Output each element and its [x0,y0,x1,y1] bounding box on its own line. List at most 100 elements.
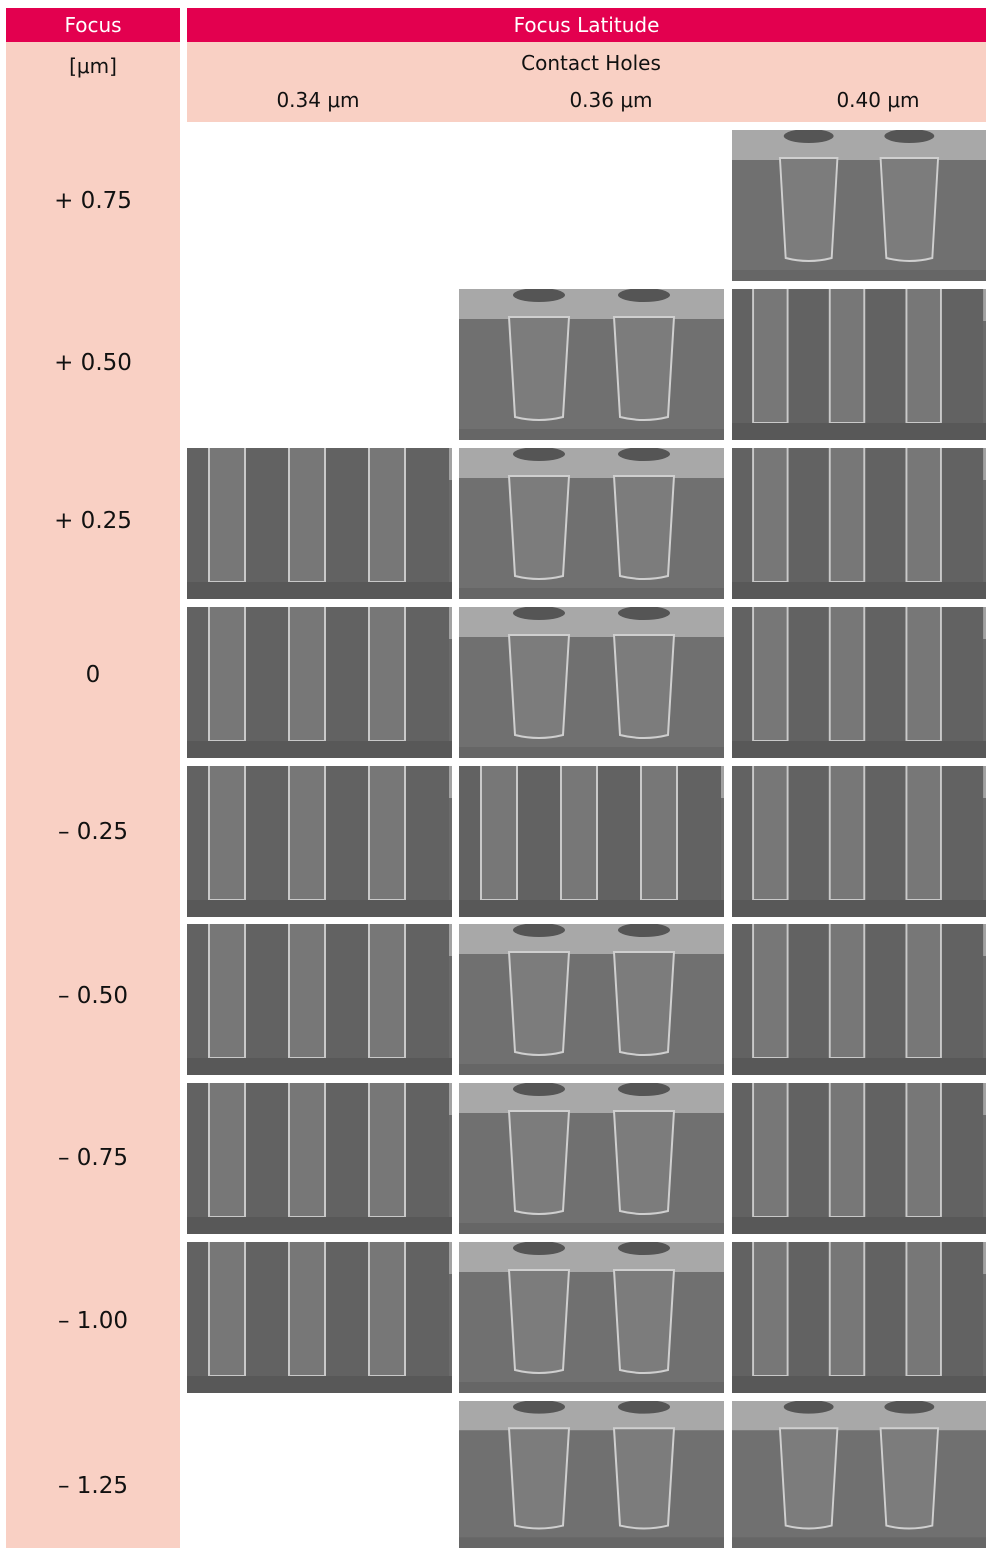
trench [369,924,405,1058]
substrate [732,900,986,917]
pillar [325,1083,369,1234]
substrate [732,741,986,758]
pillar [187,448,209,599]
substrate [187,741,452,758]
trench [830,289,865,423]
pillar [245,766,289,917]
pillar [245,1242,289,1393]
pillar [788,1083,830,1234]
pillar [864,1242,906,1393]
pillar [405,1083,449,1234]
trench [906,607,941,741]
substrate [459,1537,724,1548]
pillar [864,289,906,440]
sem-image [732,607,986,758]
hole [614,1428,674,1528]
size-label: 0.40 μm [836,88,919,112]
substrate [732,1058,986,1075]
trench [209,448,245,582]
pillar [187,1242,209,1393]
top-layer [459,1242,724,1272]
pillar [325,1242,369,1393]
pillar [941,289,983,440]
hole [881,1428,939,1528]
pillar [864,766,906,917]
trench [830,924,865,1058]
trench [561,766,597,900]
pillar [325,448,369,599]
pillar [788,1242,830,1393]
top-layer [459,607,724,637]
focus-value: 0 [86,662,101,688]
focus-value: – 1.00 [58,1308,128,1334]
pillar [732,289,753,440]
hole [509,1111,569,1214]
hole [509,1428,569,1528]
trench [753,1083,788,1217]
sem-image [732,1242,986,1393]
focus-value: – 0.75 [58,1145,128,1171]
pillar [245,607,289,758]
focus-value: + 0.25 [54,508,132,534]
trench [209,766,245,900]
top-layer [732,130,986,160]
focus-header: Focus [6,8,180,42]
pillar [732,448,753,599]
trench [906,448,941,582]
hole [614,1111,674,1214]
pillar [941,1242,983,1393]
top-layer [459,1401,724,1430]
substrate [459,588,724,599]
trench [753,766,788,900]
trench [209,1083,245,1217]
sem-image [459,1083,724,1234]
sem-image [732,766,986,917]
trench [289,1242,325,1376]
trench [830,766,865,900]
substrate [459,1223,724,1234]
focus-value: + 0.50 [54,350,132,376]
trench [369,1242,405,1376]
sem-image [459,448,724,599]
focus-latitude-header: Focus Latitude [187,8,986,42]
pillar [941,924,983,1075]
sem-image [459,289,724,440]
sem-image [187,607,452,758]
trench [753,607,788,741]
page: Focus Focus Latitude [μm] Contact Holes … [0,0,986,1548]
substrate [187,1376,452,1393]
pillar [788,607,830,758]
trench [209,1242,245,1376]
trench [289,448,325,582]
pillar [788,766,830,917]
subheader: Contact Holes [521,51,661,75]
pillar [941,448,983,599]
trench [753,1242,788,1376]
trench [369,1083,405,1217]
size-label: 0.34 μm [276,88,359,112]
trench [289,1083,325,1217]
trench [481,766,517,900]
trench [906,289,941,423]
top-layer [459,289,724,319]
pillar [788,924,830,1075]
trench [906,1242,941,1376]
focus-value: – 0.25 [58,819,128,845]
sem-image [187,766,452,917]
top-layer [732,1401,986,1430]
pillar [941,1083,983,1234]
trench [209,924,245,1058]
hole [509,952,569,1055]
sem-image [732,130,986,281]
substrate [459,1382,724,1393]
pillar [941,607,983,758]
trench [830,448,865,582]
substrate [732,582,986,599]
substrate [732,1537,986,1548]
pillar [245,1083,289,1234]
pillar [732,1242,753,1393]
substrate [459,900,724,917]
hole [509,635,569,738]
pillar [732,766,753,917]
trench [830,1242,865,1376]
